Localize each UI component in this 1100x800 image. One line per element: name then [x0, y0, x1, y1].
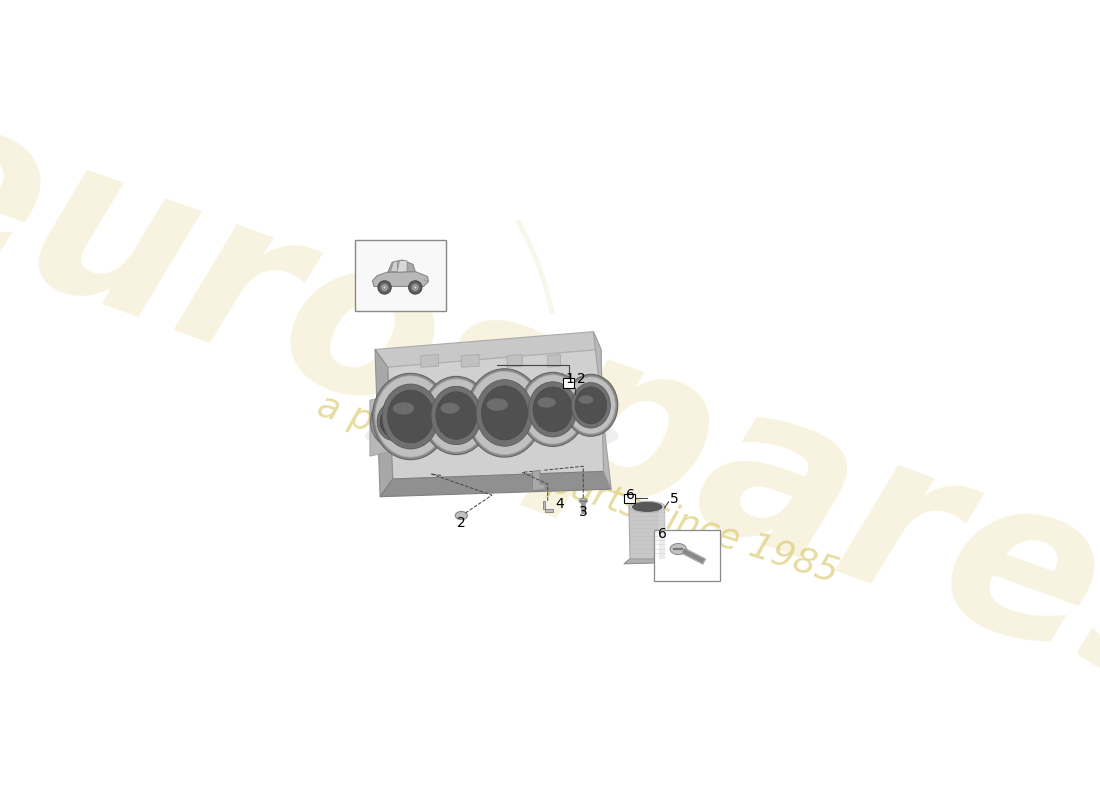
Polygon shape — [379, 438, 387, 444]
Circle shape — [411, 283, 419, 291]
Ellipse shape — [528, 382, 578, 437]
Polygon shape — [659, 508, 664, 558]
Polygon shape — [397, 261, 407, 272]
Text: 6: 6 — [659, 527, 668, 541]
Circle shape — [409, 281, 422, 294]
Circle shape — [383, 286, 386, 289]
Ellipse shape — [455, 511, 468, 520]
Polygon shape — [375, 332, 601, 367]
Ellipse shape — [575, 387, 607, 424]
Polygon shape — [461, 354, 480, 367]
Ellipse shape — [440, 402, 460, 414]
Ellipse shape — [365, 415, 619, 456]
Ellipse shape — [425, 279, 428, 281]
Ellipse shape — [522, 375, 583, 444]
Polygon shape — [370, 395, 393, 456]
Polygon shape — [381, 471, 612, 497]
Polygon shape — [420, 354, 439, 367]
Ellipse shape — [431, 386, 482, 445]
Ellipse shape — [371, 396, 415, 447]
Text: 1: 1 — [565, 372, 574, 386]
Text: 2: 2 — [576, 372, 585, 386]
Polygon shape — [593, 332, 612, 489]
Text: 6: 6 — [626, 488, 635, 502]
Text: 4: 4 — [554, 497, 563, 511]
Ellipse shape — [482, 386, 528, 440]
Circle shape — [381, 283, 388, 291]
Polygon shape — [379, 424, 387, 430]
Polygon shape — [507, 354, 522, 367]
Ellipse shape — [377, 402, 408, 440]
Polygon shape — [390, 261, 398, 271]
Ellipse shape — [629, 502, 666, 513]
Polygon shape — [532, 470, 546, 490]
Polygon shape — [373, 271, 429, 286]
Ellipse shape — [382, 384, 439, 449]
Ellipse shape — [375, 376, 447, 457]
Circle shape — [378, 281, 392, 294]
Text: 3: 3 — [580, 505, 587, 519]
Bar — [654, 530, 720, 581]
Bar — [624, 494, 635, 503]
Text: 5: 5 — [670, 492, 679, 506]
Ellipse shape — [387, 390, 433, 443]
Polygon shape — [375, 350, 393, 497]
Ellipse shape — [579, 395, 593, 404]
Ellipse shape — [670, 543, 686, 554]
Ellipse shape — [520, 372, 586, 446]
Ellipse shape — [469, 371, 540, 454]
Text: eurospares: eurospares — [0, 67, 1100, 749]
Bar — [563, 378, 574, 387]
Ellipse shape — [381, 406, 406, 437]
Polygon shape — [388, 260, 416, 272]
Ellipse shape — [425, 379, 487, 452]
Ellipse shape — [564, 374, 618, 436]
Ellipse shape — [466, 369, 542, 457]
Ellipse shape — [571, 382, 610, 428]
Ellipse shape — [487, 398, 508, 411]
Circle shape — [414, 286, 417, 289]
Ellipse shape — [538, 398, 556, 408]
Ellipse shape — [534, 387, 573, 432]
Polygon shape — [624, 558, 664, 564]
Polygon shape — [548, 354, 560, 367]
Ellipse shape — [436, 392, 476, 439]
Polygon shape — [629, 506, 664, 558]
Polygon shape — [387, 350, 604, 479]
Ellipse shape — [373, 398, 414, 445]
Ellipse shape — [393, 402, 414, 414]
Bar — [354, 240, 447, 311]
Polygon shape — [542, 501, 553, 512]
Polygon shape — [387, 406, 393, 446]
Ellipse shape — [373, 374, 449, 460]
Text: a passion for parts since 1985: a passion for parts since 1985 — [314, 389, 843, 590]
Ellipse shape — [422, 376, 491, 454]
Text: 2: 2 — [458, 516, 466, 530]
Ellipse shape — [476, 380, 534, 446]
Ellipse shape — [580, 498, 587, 503]
Polygon shape — [379, 409, 387, 415]
Ellipse shape — [566, 377, 615, 434]
Ellipse shape — [632, 502, 662, 511]
